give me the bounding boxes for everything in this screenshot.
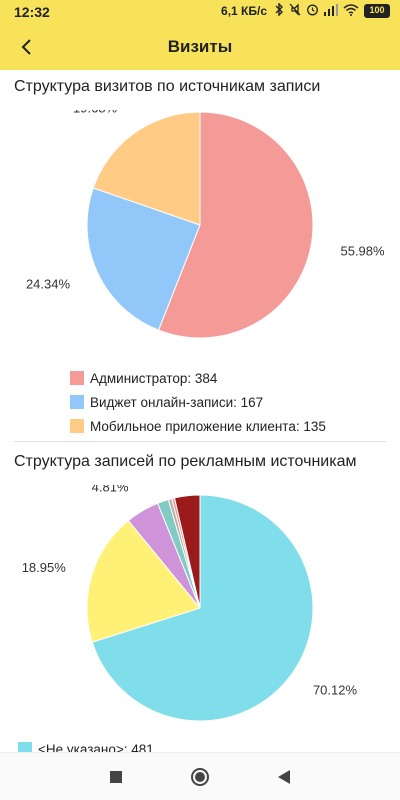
divider: [14, 441, 386, 442]
square-icon: [110, 771, 122, 783]
pie-slice-0-0[interactable]: [157, 111, 314, 339]
legend-item-0-2: Мобильное приложение клиента: 135: [70, 414, 326, 438]
triangle-left-icon: [278, 770, 290, 784]
legend-label: Мобильное приложение клиента: 135: [90, 418, 326, 434]
status-time: 12:32: [14, 4, 50, 20]
page-title: Визиты: [167, 37, 233, 56]
app-bar: Визиты: [0, 24, 400, 70]
network-speed: 6,1 КБ/с: [221, 4, 267, 18]
pie-slice-0-2[interactable]: [92, 111, 201, 226]
system-nav-bar: [0, 752, 400, 800]
legend-swatch: [70, 395, 84, 409]
recent-apps-button[interactable]: [104, 765, 128, 789]
wifi-icon: [343, 3, 359, 19]
legend-swatch: [70, 419, 84, 433]
pie-slice-label-0-0: 55.98%: [340, 244, 385, 259]
legend-label: Виджет онлайн-записи: 167: [90, 394, 264, 410]
signal-icon: [324, 3, 338, 19]
chevron-left-icon: [21, 39, 31, 55]
pie-slice-label-1-0: 70.12%: [313, 683, 358, 698]
pie-slice-1-6[interactable]: [173, 494, 201, 609]
bluetooth-icon: [274, 2, 284, 19]
pie-slice-label-1-1: 18.95%: [22, 560, 67, 575]
section-title-ad-sources: Структура записей по рекламным источника…: [14, 453, 357, 470]
legend-swatch: [70, 371, 84, 385]
legend-item-0-0: Администратор: 384: [70, 366, 326, 390]
home-button[interactable]: [188, 765, 212, 789]
section-title-visit-sources: Структура визитов по источникам записи: [14, 78, 321, 95]
pie-slice-label-1-2: 4.81%: [92, 485, 129, 495]
mute-icon: [289, 3, 301, 19]
alarm-icon: [306, 3, 319, 19]
ad-sources-pie-chart: 70.12% 18.95% 4.81%: [22, 485, 358, 722]
circle-icon: [191, 768, 209, 786]
system-back-button[interactable]: [272, 765, 296, 789]
status-bar: 12:32 6,1 КБ/с 100: [0, 0, 400, 24]
back-button[interactable]: [8, 28, 46, 66]
visit-sources-legend: Администратор: 384 Виджет онлайн-записи: …: [70, 366, 326, 438]
pie-slice-1-0[interactable]: [91, 494, 314, 722]
legend-label: Администратор: 384: [90, 370, 218, 386]
visit-sources-pie-chart: 55.98% 24.34% 19.68%: [26, 110, 385, 339]
status-icons: 6,1 КБ/с 100: [221, 2, 390, 19]
pie-slice-label-0-1: 24.34%: [26, 277, 71, 292]
battery-icon: 100: [364, 4, 390, 18]
pie-slice-0-1[interactable]: [86, 187, 201, 331]
pie-slice-label-0-2: 19.68%: [73, 110, 118, 115]
pie-slice-1-1[interactable]: [86, 519, 201, 643]
legend-item-0-1: Виджет онлайн-записи: 167: [70, 390, 326, 414]
